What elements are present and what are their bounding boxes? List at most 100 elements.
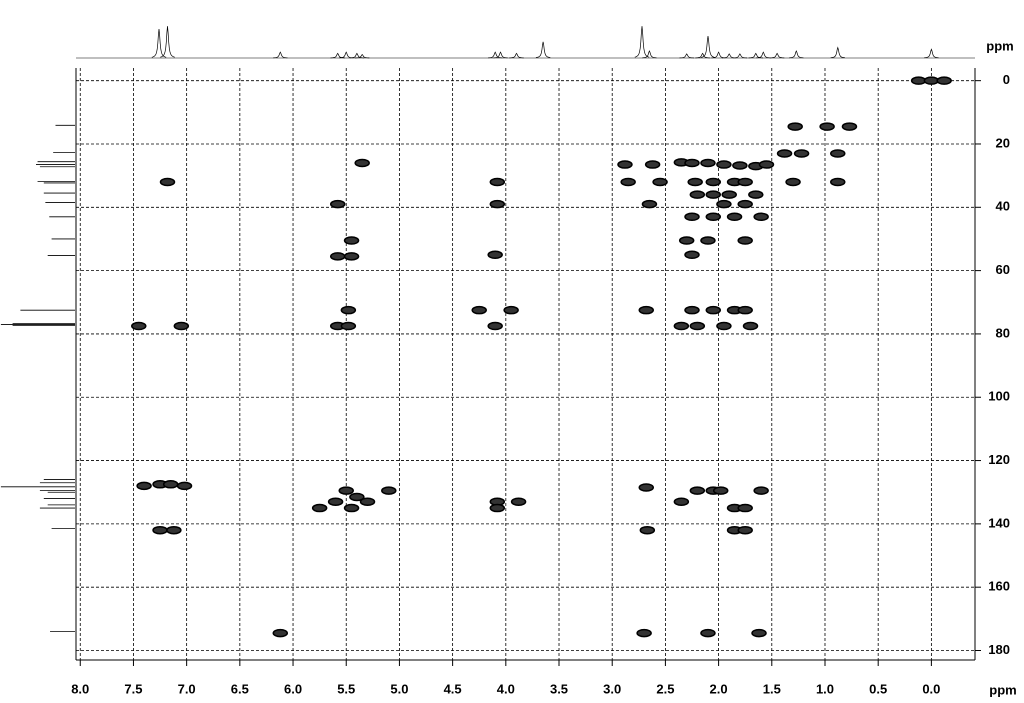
top-spectrum-peak <box>642 50 657 59</box>
cross-peak <box>489 177 506 187</box>
top-spectrum-peak <box>769 52 785 59</box>
cross-peak <box>349 492 365 502</box>
y-tick-label: 160 <box>988 579 1010 594</box>
cross-peak <box>638 483 655 492</box>
cross-peak <box>705 190 722 199</box>
top-spectrum-peak <box>756 51 771 59</box>
cross-peak <box>487 321 503 331</box>
cross-peak <box>684 212 700 222</box>
top-spectrum-peak <box>695 52 710 59</box>
top-spectrum-peak <box>160 26 175 58</box>
cross-peak <box>936 76 952 85</box>
cross-peak <box>343 252 360 261</box>
cross-peak <box>354 158 370 168</box>
cross-peak <box>343 236 360 245</box>
cross-peak <box>687 177 703 187</box>
cross-peak <box>751 628 767 638</box>
top-spectrum-peak <box>349 52 365 59</box>
cross-peak <box>737 236 753 245</box>
cross-peak <box>689 486 706 495</box>
cross-peak <box>381 486 397 495</box>
top-spectrum-peak <box>700 35 716 58</box>
x-tick-label: 7.5 <box>124 681 142 696</box>
top-spectrum-peak <box>488 51 503 59</box>
cross-peak <box>737 503 753 513</box>
cross-peak <box>700 158 716 168</box>
cross-peak <box>471 305 487 315</box>
y-tick-label: 0 <box>1003 72 1010 87</box>
cross-peak <box>748 190 764 199</box>
cross-peak <box>684 250 700 260</box>
cross-peak <box>311 503 328 513</box>
x-tick-label: 3.0 <box>603 681 621 696</box>
x-tick-label: 6.0 <box>284 681 302 696</box>
cross-peak <box>343 503 360 513</box>
cross-peak <box>793 149 810 158</box>
x-tick-label: 0.5 <box>869 681 887 696</box>
cross-peak <box>639 525 656 535</box>
cross-peak <box>327 497 344 506</box>
y-tick-label: 40 <box>996 199 1010 214</box>
top-spectrum-peak <box>732 53 748 59</box>
y-tick-label: 100 <box>988 389 1010 404</box>
x-tick-label: 3.5 <box>550 681 568 696</box>
x-tick-label: 2.5 <box>656 681 674 696</box>
cross-peak <box>673 497 690 506</box>
top-spectrum-peak <box>830 46 845 59</box>
cross-peak <box>510 497 527 506</box>
cross-peak <box>776 149 793 158</box>
x-tick-label: 8.0 <box>71 681 89 696</box>
top-spectrum-peak <box>679 53 694 59</box>
cross-peak <box>487 250 503 260</box>
top-spectrum-peak <box>151 28 167 58</box>
cross-peak <box>787 122 803 131</box>
cross-peak <box>340 321 357 331</box>
x-tick-label: 1.0 <box>816 681 834 696</box>
top-spectrum-peak <box>924 48 939 59</box>
x-tick-label: 5.5 <box>337 681 355 696</box>
x-axis-label: ppm <box>989 682 1016 697</box>
top-spectrum-peak <box>273 51 288 59</box>
cross-peak <box>329 252 346 261</box>
cross-peak <box>737 525 753 535</box>
cross-peak <box>732 161 748 170</box>
x-tick-label: 5.0 <box>390 681 408 696</box>
y-tick-label: 180 <box>988 642 1010 657</box>
y-tick-label: 80 <box>996 325 1010 340</box>
cross-peak <box>641 199 658 209</box>
y-tick-label: 20 <box>996 135 1010 150</box>
cross-peak <box>489 199 506 209</box>
cross-peak <box>923 76 940 85</box>
y-axis-label: ppm <box>986 38 1013 53</box>
top-spectrum-peak <box>634 26 650 58</box>
cross-peak <box>758 160 775 169</box>
x-tick-label: 6.5 <box>231 681 249 696</box>
cross-peak <box>721 190 737 199</box>
cross-peak <box>737 199 753 209</box>
cross-peak <box>689 190 706 199</box>
cross-peak <box>329 199 346 209</box>
cross-peak <box>705 177 722 187</box>
cross-peak <box>705 305 722 315</box>
cross-peak <box>705 212 722 222</box>
cross-peak <box>689 321 706 331</box>
cross-peak <box>503 305 519 315</box>
cross-peak <box>131 321 147 331</box>
x-tick-label: 2.0 <box>710 681 728 696</box>
cross-peak <box>716 321 732 331</box>
top-spectrum-peak <box>493 51 508 59</box>
cross-peak <box>785 177 801 187</box>
x-tick-label: 1.5 <box>763 681 781 696</box>
cross-peak <box>753 486 769 495</box>
x-tick-label: 4.0 <box>497 681 515 696</box>
cross-peak <box>673 321 690 331</box>
cross-peak <box>819 122 835 131</box>
cross-peak <box>340 305 357 315</box>
cross-peak <box>910 76 927 85</box>
cross-peak <box>716 160 732 169</box>
x-tick-label: 0.0 <box>922 681 940 696</box>
cross-peak <box>716 199 732 209</box>
cross-peak <box>700 628 716 638</box>
cross-peak <box>684 305 700 315</box>
